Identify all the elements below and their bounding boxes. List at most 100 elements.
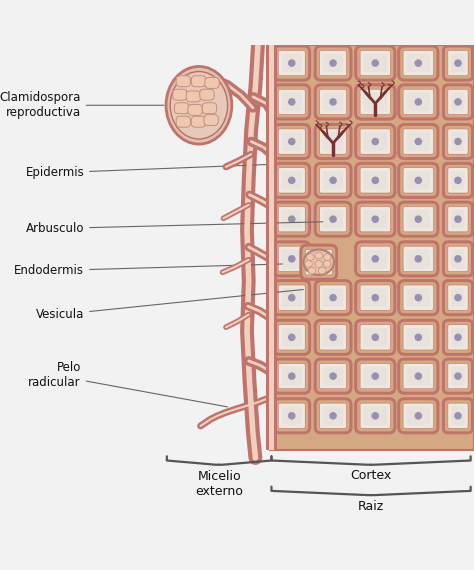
FancyBboxPatch shape <box>442 201 474 238</box>
FancyBboxPatch shape <box>360 50 391 76</box>
FancyBboxPatch shape <box>319 325 346 350</box>
FancyBboxPatch shape <box>448 168 468 193</box>
FancyBboxPatch shape <box>403 50 434 76</box>
FancyBboxPatch shape <box>448 364 468 389</box>
FancyBboxPatch shape <box>400 203 437 235</box>
FancyBboxPatch shape <box>200 89 214 100</box>
FancyBboxPatch shape <box>403 325 434 350</box>
FancyBboxPatch shape <box>397 241 439 278</box>
FancyBboxPatch shape <box>319 364 346 389</box>
FancyBboxPatch shape <box>451 132 465 151</box>
FancyBboxPatch shape <box>186 91 201 102</box>
Ellipse shape <box>288 98 295 105</box>
FancyBboxPatch shape <box>354 201 396 238</box>
FancyBboxPatch shape <box>323 132 343 151</box>
FancyBboxPatch shape <box>400 47 437 79</box>
FancyBboxPatch shape <box>319 403 346 429</box>
FancyBboxPatch shape <box>278 50 305 76</box>
FancyBboxPatch shape <box>442 162 474 199</box>
FancyBboxPatch shape <box>445 243 471 274</box>
FancyBboxPatch shape <box>364 328 387 347</box>
FancyBboxPatch shape <box>445 360 471 392</box>
FancyBboxPatch shape <box>278 168 305 193</box>
FancyBboxPatch shape <box>451 171 465 190</box>
FancyBboxPatch shape <box>407 406 430 425</box>
FancyBboxPatch shape <box>354 397 396 434</box>
Ellipse shape <box>372 215 379 223</box>
Ellipse shape <box>329 294 337 302</box>
Ellipse shape <box>414 59 422 67</box>
FancyBboxPatch shape <box>403 403 434 429</box>
Bar <box>266 44 276 450</box>
FancyBboxPatch shape <box>357 47 393 79</box>
Ellipse shape <box>329 177 337 184</box>
FancyBboxPatch shape <box>448 89 468 115</box>
Ellipse shape <box>329 215 337 223</box>
FancyBboxPatch shape <box>403 89 434 115</box>
Ellipse shape <box>454 59 462 67</box>
FancyBboxPatch shape <box>273 83 311 120</box>
FancyBboxPatch shape <box>188 104 202 115</box>
FancyBboxPatch shape <box>314 357 353 394</box>
FancyBboxPatch shape <box>282 92 302 111</box>
Ellipse shape <box>288 138 295 145</box>
FancyBboxPatch shape <box>278 285 305 310</box>
FancyBboxPatch shape <box>407 54 430 72</box>
FancyBboxPatch shape <box>364 92 387 111</box>
FancyBboxPatch shape <box>314 319 353 356</box>
Ellipse shape <box>372 177 379 184</box>
FancyBboxPatch shape <box>278 89 305 115</box>
FancyBboxPatch shape <box>360 285 391 310</box>
FancyBboxPatch shape <box>451 92 465 111</box>
Ellipse shape <box>414 138 422 145</box>
FancyBboxPatch shape <box>364 406 387 425</box>
FancyBboxPatch shape <box>397 123 439 160</box>
FancyBboxPatch shape <box>273 123 311 160</box>
Ellipse shape <box>372 59 379 67</box>
FancyBboxPatch shape <box>400 321 437 353</box>
FancyBboxPatch shape <box>278 403 305 429</box>
Ellipse shape <box>315 260 322 267</box>
FancyBboxPatch shape <box>400 400 437 431</box>
Ellipse shape <box>315 252 322 259</box>
FancyBboxPatch shape <box>403 168 434 193</box>
FancyBboxPatch shape <box>364 288 387 307</box>
Text: Endodermis: Endodermis <box>14 264 282 277</box>
FancyBboxPatch shape <box>360 246 391 271</box>
Ellipse shape <box>372 138 379 145</box>
FancyBboxPatch shape <box>275 360 308 392</box>
FancyBboxPatch shape <box>275 165 308 196</box>
FancyBboxPatch shape <box>317 86 349 117</box>
FancyBboxPatch shape <box>176 76 191 87</box>
FancyBboxPatch shape <box>407 210 430 229</box>
FancyBboxPatch shape <box>317 47 349 79</box>
FancyBboxPatch shape <box>282 367 302 385</box>
FancyBboxPatch shape <box>323 171 343 190</box>
FancyBboxPatch shape <box>445 400 471 431</box>
FancyBboxPatch shape <box>354 357 396 394</box>
FancyBboxPatch shape <box>360 206 391 232</box>
FancyBboxPatch shape <box>354 241 396 278</box>
Ellipse shape <box>329 412 337 420</box>
FancyBboxPatch shape <box>309 253 329 271</box>
FancyBboxPatch shape <box>397 201 439 238</box>
FancyBboxPatch shape <box>317 400 349 431</box>
Ellipse shape <box>319 267 326 274</box>
Ellipse shape <box>323 260 331 267</box>
Ellipse shape <box>372 255 379 263</box>
FancyBboxPatch shape <box>282 210 302 229</box>
FancyBboxPatch shape <box>323 328 343 347</box>
FancyBboxPatch shape <box>278 206 305 232</box>
Ellipse shape <box>288 215 295 223</box>
FancyBboxPatch shape <box>317 165 349 196</box>
FancyBboxPatch shape <box>360 364 391 389</box>
Ellipse shape <box>372 412 379 420</box>
Ellipse shape <box>329 98 337 105</box>
FancyBboxPatch shape <box>323 406 343 425</box>
FancyBboxPatch shape <box>442 44 474 82</box>
Ellipse shape <box>288 372 295 380</box>
Ellipse shape <box>414 215 422 223</box>
FancyBboxPatch shape <box>400 165 437 196</box>
FancyBboxPatch shape <box>407 367 430 385</box>
FancyBboxPatch shape <box>314 162 353 199</box>
